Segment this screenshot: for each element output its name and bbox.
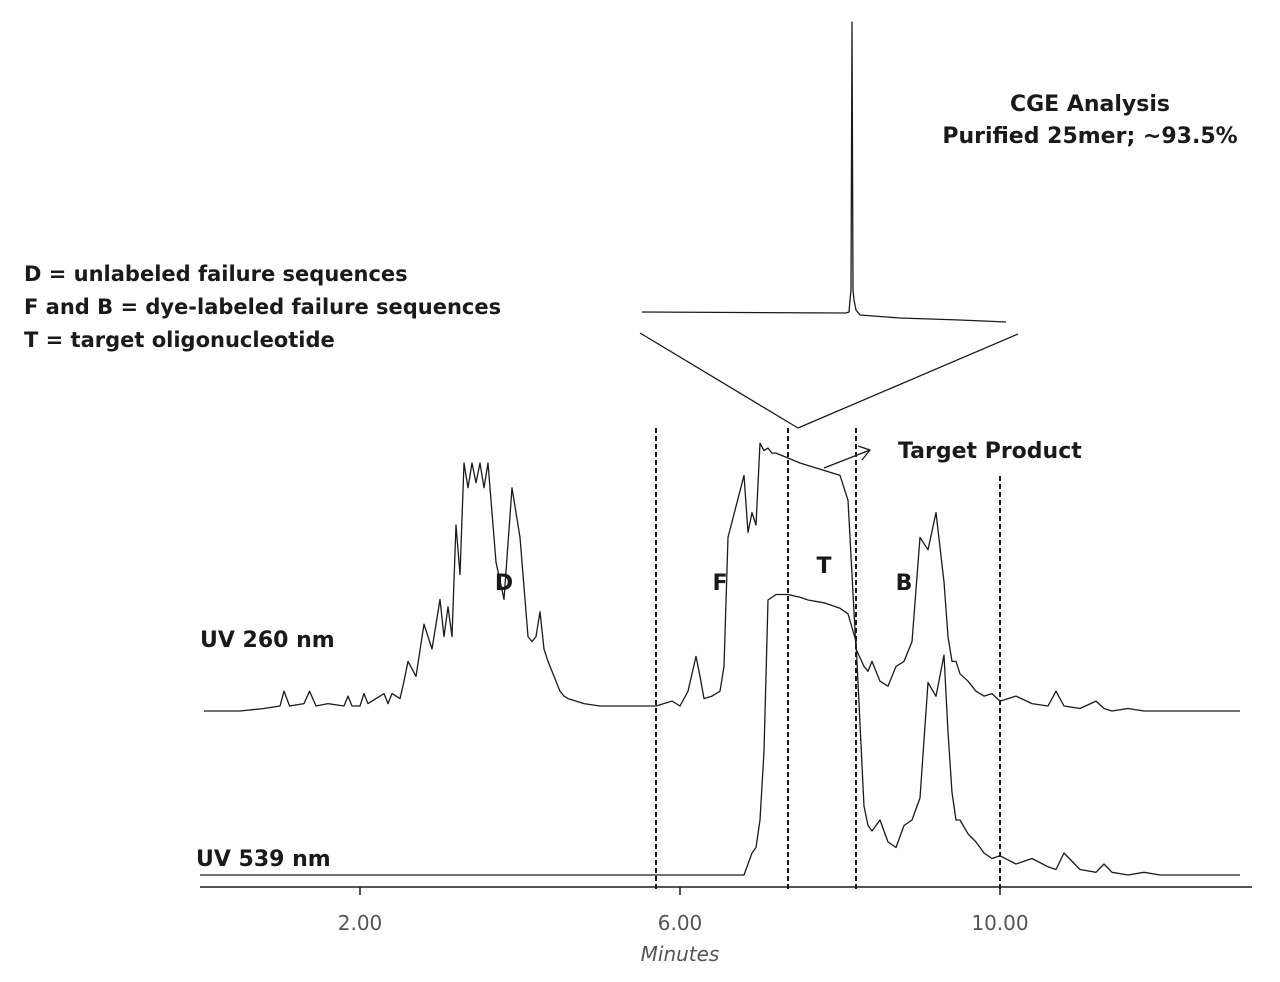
x-tick-label: 2.00: [338, 911, 383, 935]
fraction-cutoffs: [655, 428, 1001, 889]
inset-title: CGE Analysis: [1010, 92, 1170, 117]
region-label-d: D: [495, 571, 513, 596]
region-label-b: B: [896, 571, 913, 596]
series-label-uv260: UV 260 nm: [200, 628, 335, 653]
series-label-uv539: UV 539 nm: [196, 847, 331, 872]
cge-inset: CGE Analysis Purified 25mer; ~93.5%: [639, 21, 1238, 429]
x-tick-label: 6.00: [658, 911, 703, 935]
x-tick-label: 10.00: [971, 911, 1028, 935]
legend-entry-f-b: F and B = dye-labeled failure sequences: [24, 295, 501, 319]
legend-entry-d: D = unlabeled failure sequences: [24, 262, 408, 286]
x-axis-title: Minutes: [641, 942, 720, 966]
legend-entry-t: T = target oligonucleotide: [24, 328, 335, 352]
target-product-annotation: Target Product: [823, 439, 1082, 469]
series-line-uv260: [204, 442, 1240, 712]
inset-zoom-wedge: [639, 332, 1019, 429]
inset-trace: [641, 21, 1007, 323]
target-product-arrow: [823, 445, 871, 469]
series-line-uv539: [200, 593, 1240, 876]
x-ticks: 2.00 6.00 10.00: [338, 887, 1029, 935]
x-axis: 2.00 6.00 10.00 Minutes: [200, 886, 1252, 966]
region-label-f: F: [712, 571, 727, 596]
legend: D = unlabeled failure sequences F and B …: [24, 262, 501, 352]
inset-subtitle: Purified 25mer; ~93.5%: [942, 124, 1237, 149]
region-label-t: T: [816, 554, 831, 579]
target-product-label: Target Product: [898, 439, 1082, 464]
